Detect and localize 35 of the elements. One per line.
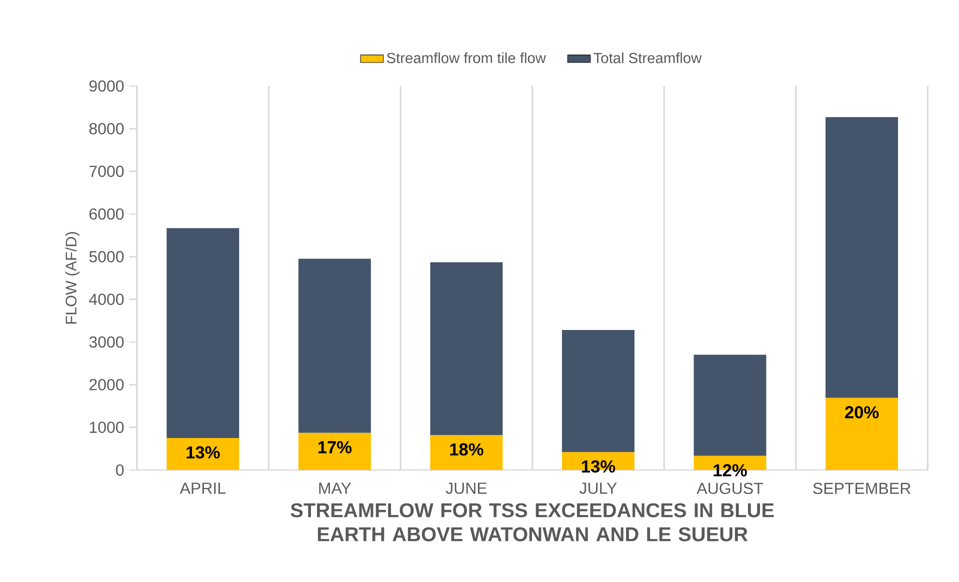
legend-label: Total Streamflow [594, 52, 702, 64]
y-tick-label: 4000 [89, 294, 124, 305]
legend-label: Streamflow from tile flow [386, 52, 546, 64]
y-tick-label: 2000 [89, 379, 124, 390]
bar [298, 258, 371, 433]
bar [826, 117, 898, 398]
x-axis-title: STREAMFLOW FOR TSS EXCEEDANCES IN BLUE EARTH ABOVE WATONWAN AND LE SUEUR [290, 503, 774, 542]
x-tick-label: MAY [319, 482, 352, 494]
x-tick-label: AUGUST [696, 482, 763, 494]
x-tick-label: SEPTEMBER [813, 482, 910, 494]
y-tick-label: 1000 [90, 422, 124, 433]
annotation: 18% [450, 443, 484, 456]
y-axis-title: FLOW (AF/D) [65, 232, 80, 324]
y-tick-label: 7000 [90, 166, 124, 177]
annotation: 13% [582, 460, 616, 473]
y-tick-label: 9000 [89, 80, 124, 92]
bar [430, 435, 503, 470]
y-tick-label: 8000 [89, 123, 124, 134]
bar [430, 262, 503, 436]
annotation: 13% [186, 446, 220, 459]
bar [826, 398, 898, 470]
bar [166, 438, 240, 470]
bar [166, 228, 240, 438]
y-tick-label: 0 [116, 464, 124, 476]
y-tick-label: 6000 [90, 208, 124, 220]
bar [694, 354, 766, 456]
y-tick-label: 3000 [89, 336, 124, 348]
x-tick-label: JUNE [446, 482, 487, 494]
annotation: 17% [318, 441, 352, 454]
x-tick-label: APRIL [180, 482, 226, 494]
x-tick-label: JULY [580, 482, 617, 494]
y-tick-label: 5000 [89, 251, 124, 262]
annotation: 20% [845, 406, 879, 418]
bar [298, 432, 371, 470]
bar [562, 330, 634, 452]
